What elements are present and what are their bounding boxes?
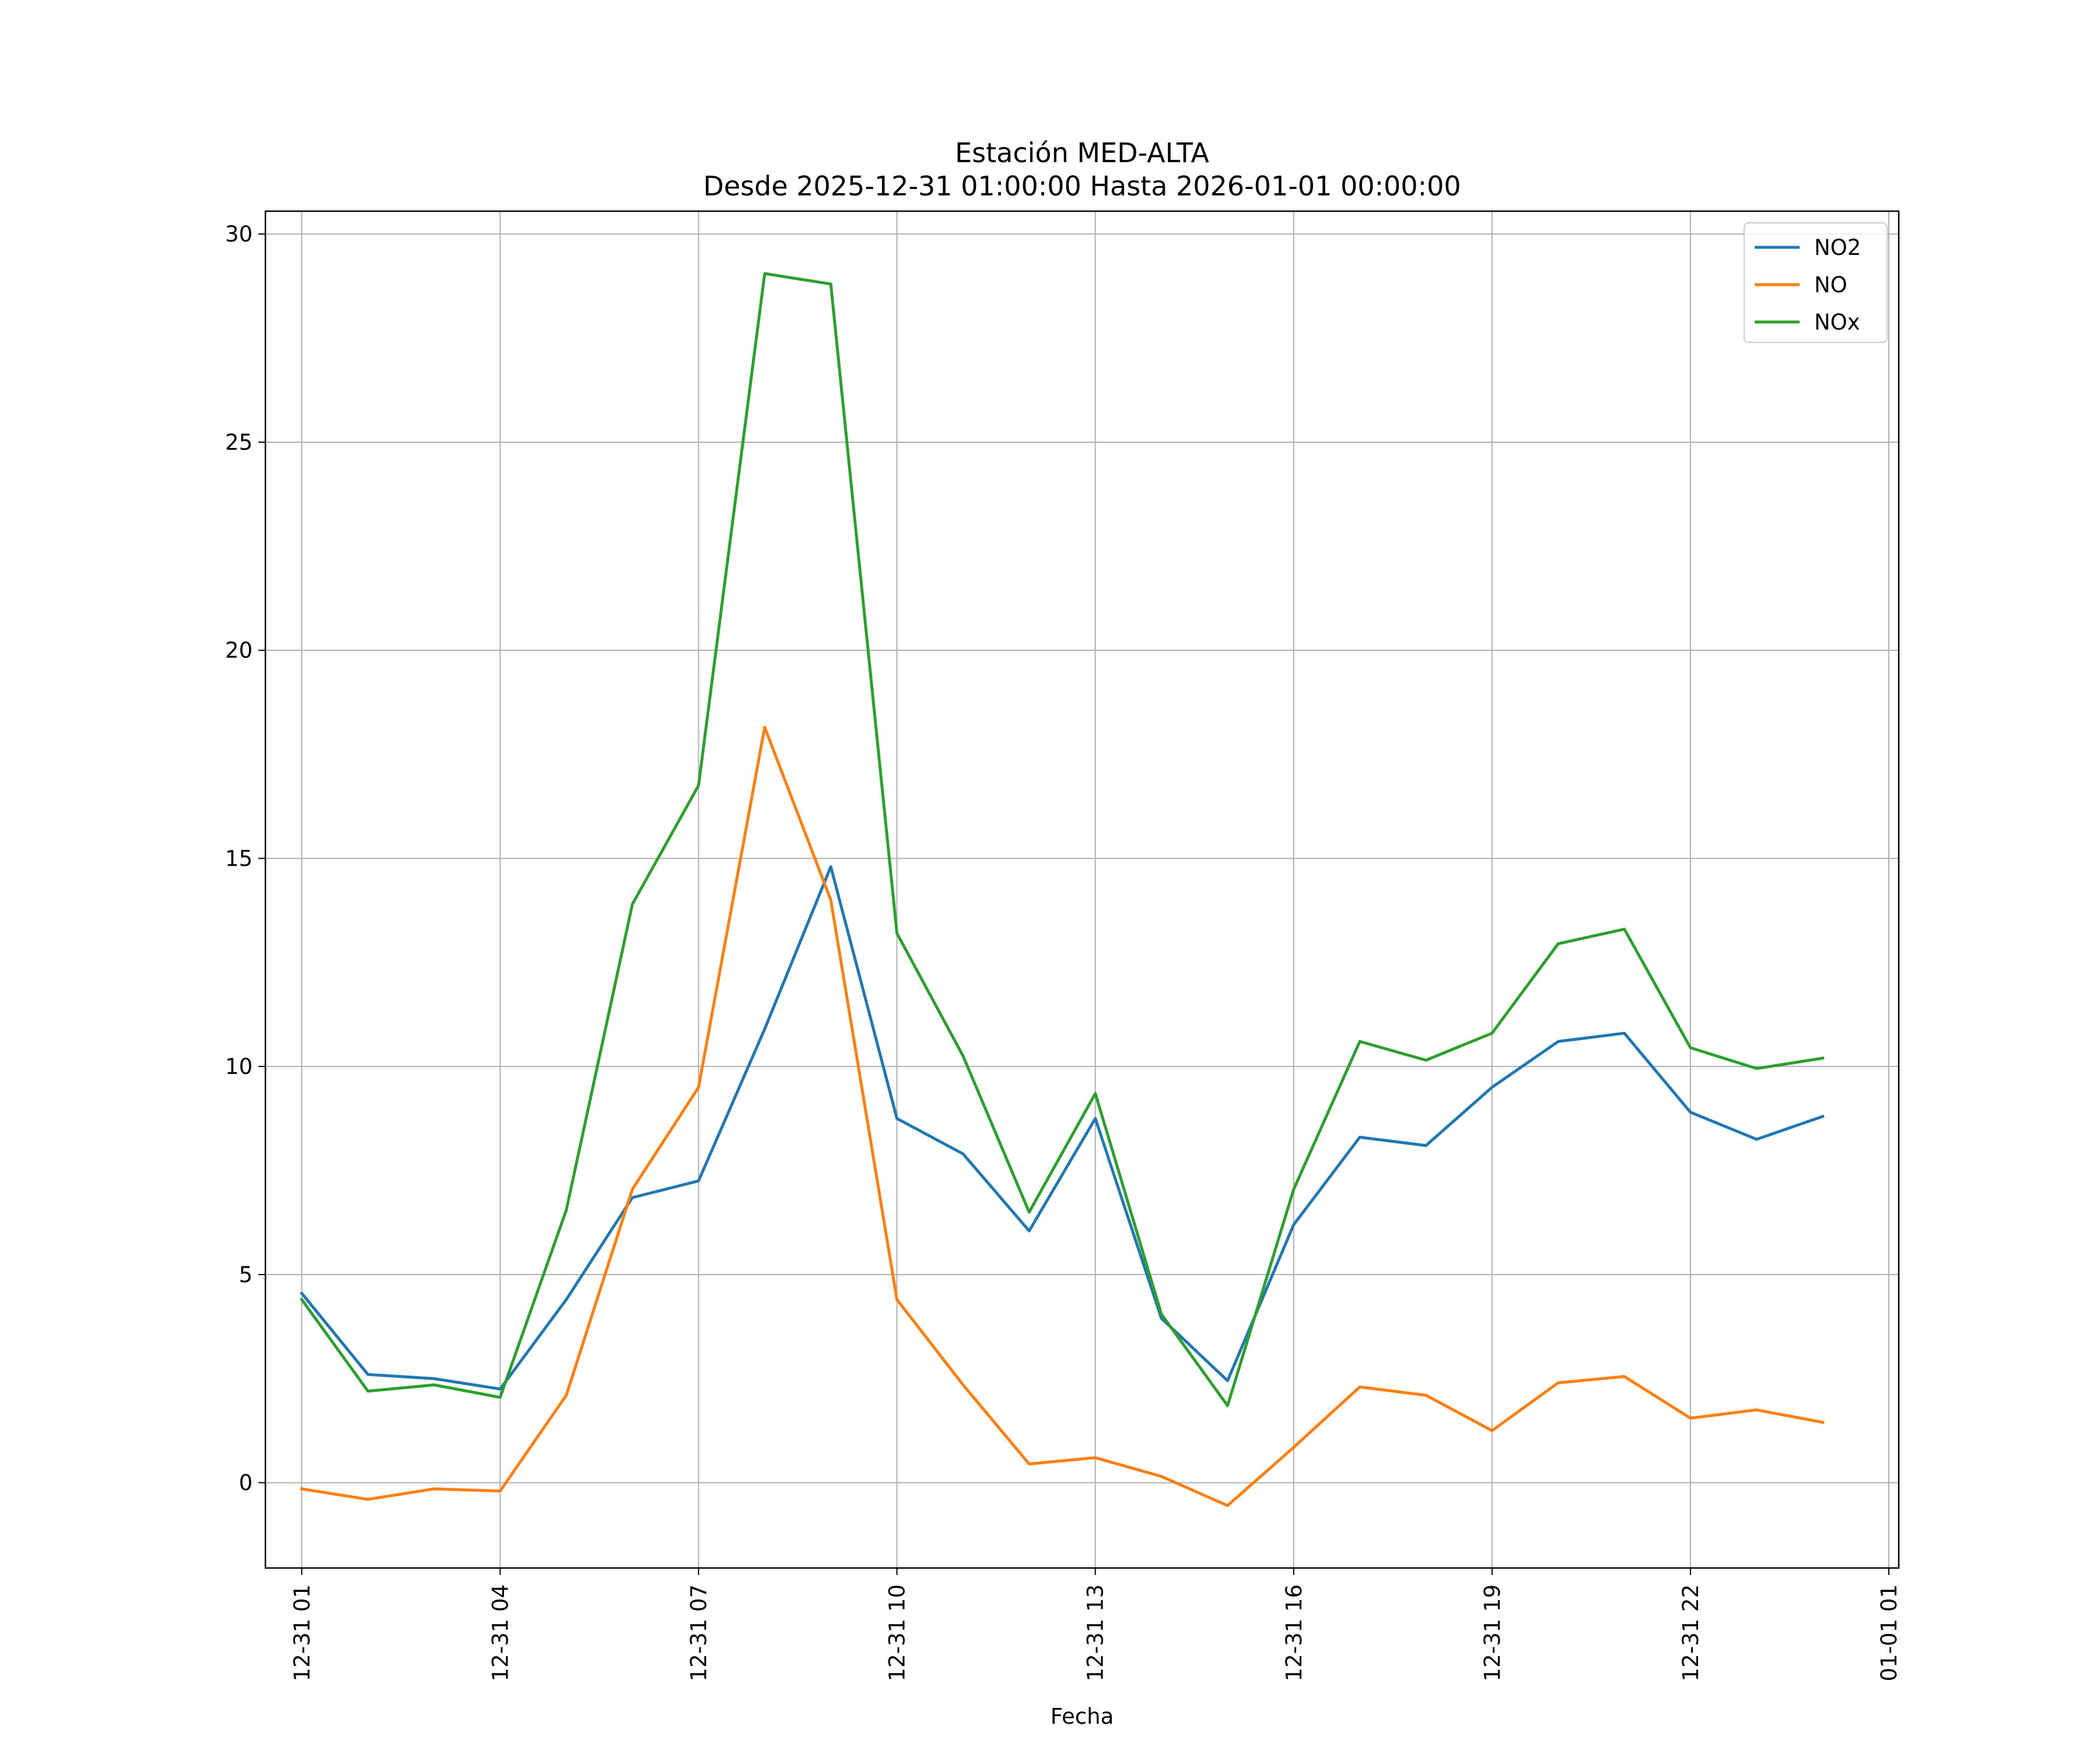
series-line-nox (299, 272, 1825, 1408)
series-line-no (300, 726, 1825, 1507)
legend-label-no: NO (1814, 272, 1847, 298)
series-lines (299, 272, 1825, 1507)
y-tick-label: 5 (239, 1262, 253, 1287)
x-tick-label: 12-31 07 (687, 1584, 712, 1681)
x-tick-label: 12-31 01 (289, 1584, 314, 1681)
legend-box (1744, 222, 1888, 343)
legend: NO2 NO NOx (1744, 222, 1888, 343)
series-line-no2 (299, 865, 1825, 1391)
y-tick-label: 30 (225, 222, 253, 247)
x-tick-label: 12-31 22 (1678, 1584, 1703, 1681)
y-tick-label: 15 (225, 846, 253, 871)
legend-label-nox: NOx (1814, 310, 1860, 335)
plot-area-frame (264, 210, 1900, 1569)
x-tick-label: 12-31 04 (488, 1584, 513, 1681)
x-tick-label: 01-01 01 (1877, 1584, 1902, 1681)
x-tick-label: 12-31 10 (885, 1584, 910, 1681)
x-tick-label: 12-31 16 (1282, 1584, 1307, 1681)
x-tick-label: 12-31 19 (1480, 1584, 1505, 1681)
y-tick-label: 25 (225, 430, 253, 455)
chart-subtitle: Desde 2025-12-31 01:00:00 Hasta 2026-01-… (703, 170, 1461, 202)
chart-title: Estación MED-ALTA (955, 137, 1209, 169)
y-tick-label: 0 (239, 1471, 253, 1496)
x-axis-label: Fecha (1051, 1704, 1114, 1729)
legend-label-no2: NO2 (1814, 235, 1861, 260)
y-tick-label: 20 (225, 638, 253, 663)
x-tick-label: 12-31 13 (1083, 1584, 1108, 1681)
y-tick-label: 10 (225, 1054, 253, 1079)
axis-ticks: 0 5 10 15 20 25 30 12-31 01 12-31 04 12-31 07 12-3… (225, 222, 1902, 1681)
grid-lines (265, 211, 1899, 1568)
